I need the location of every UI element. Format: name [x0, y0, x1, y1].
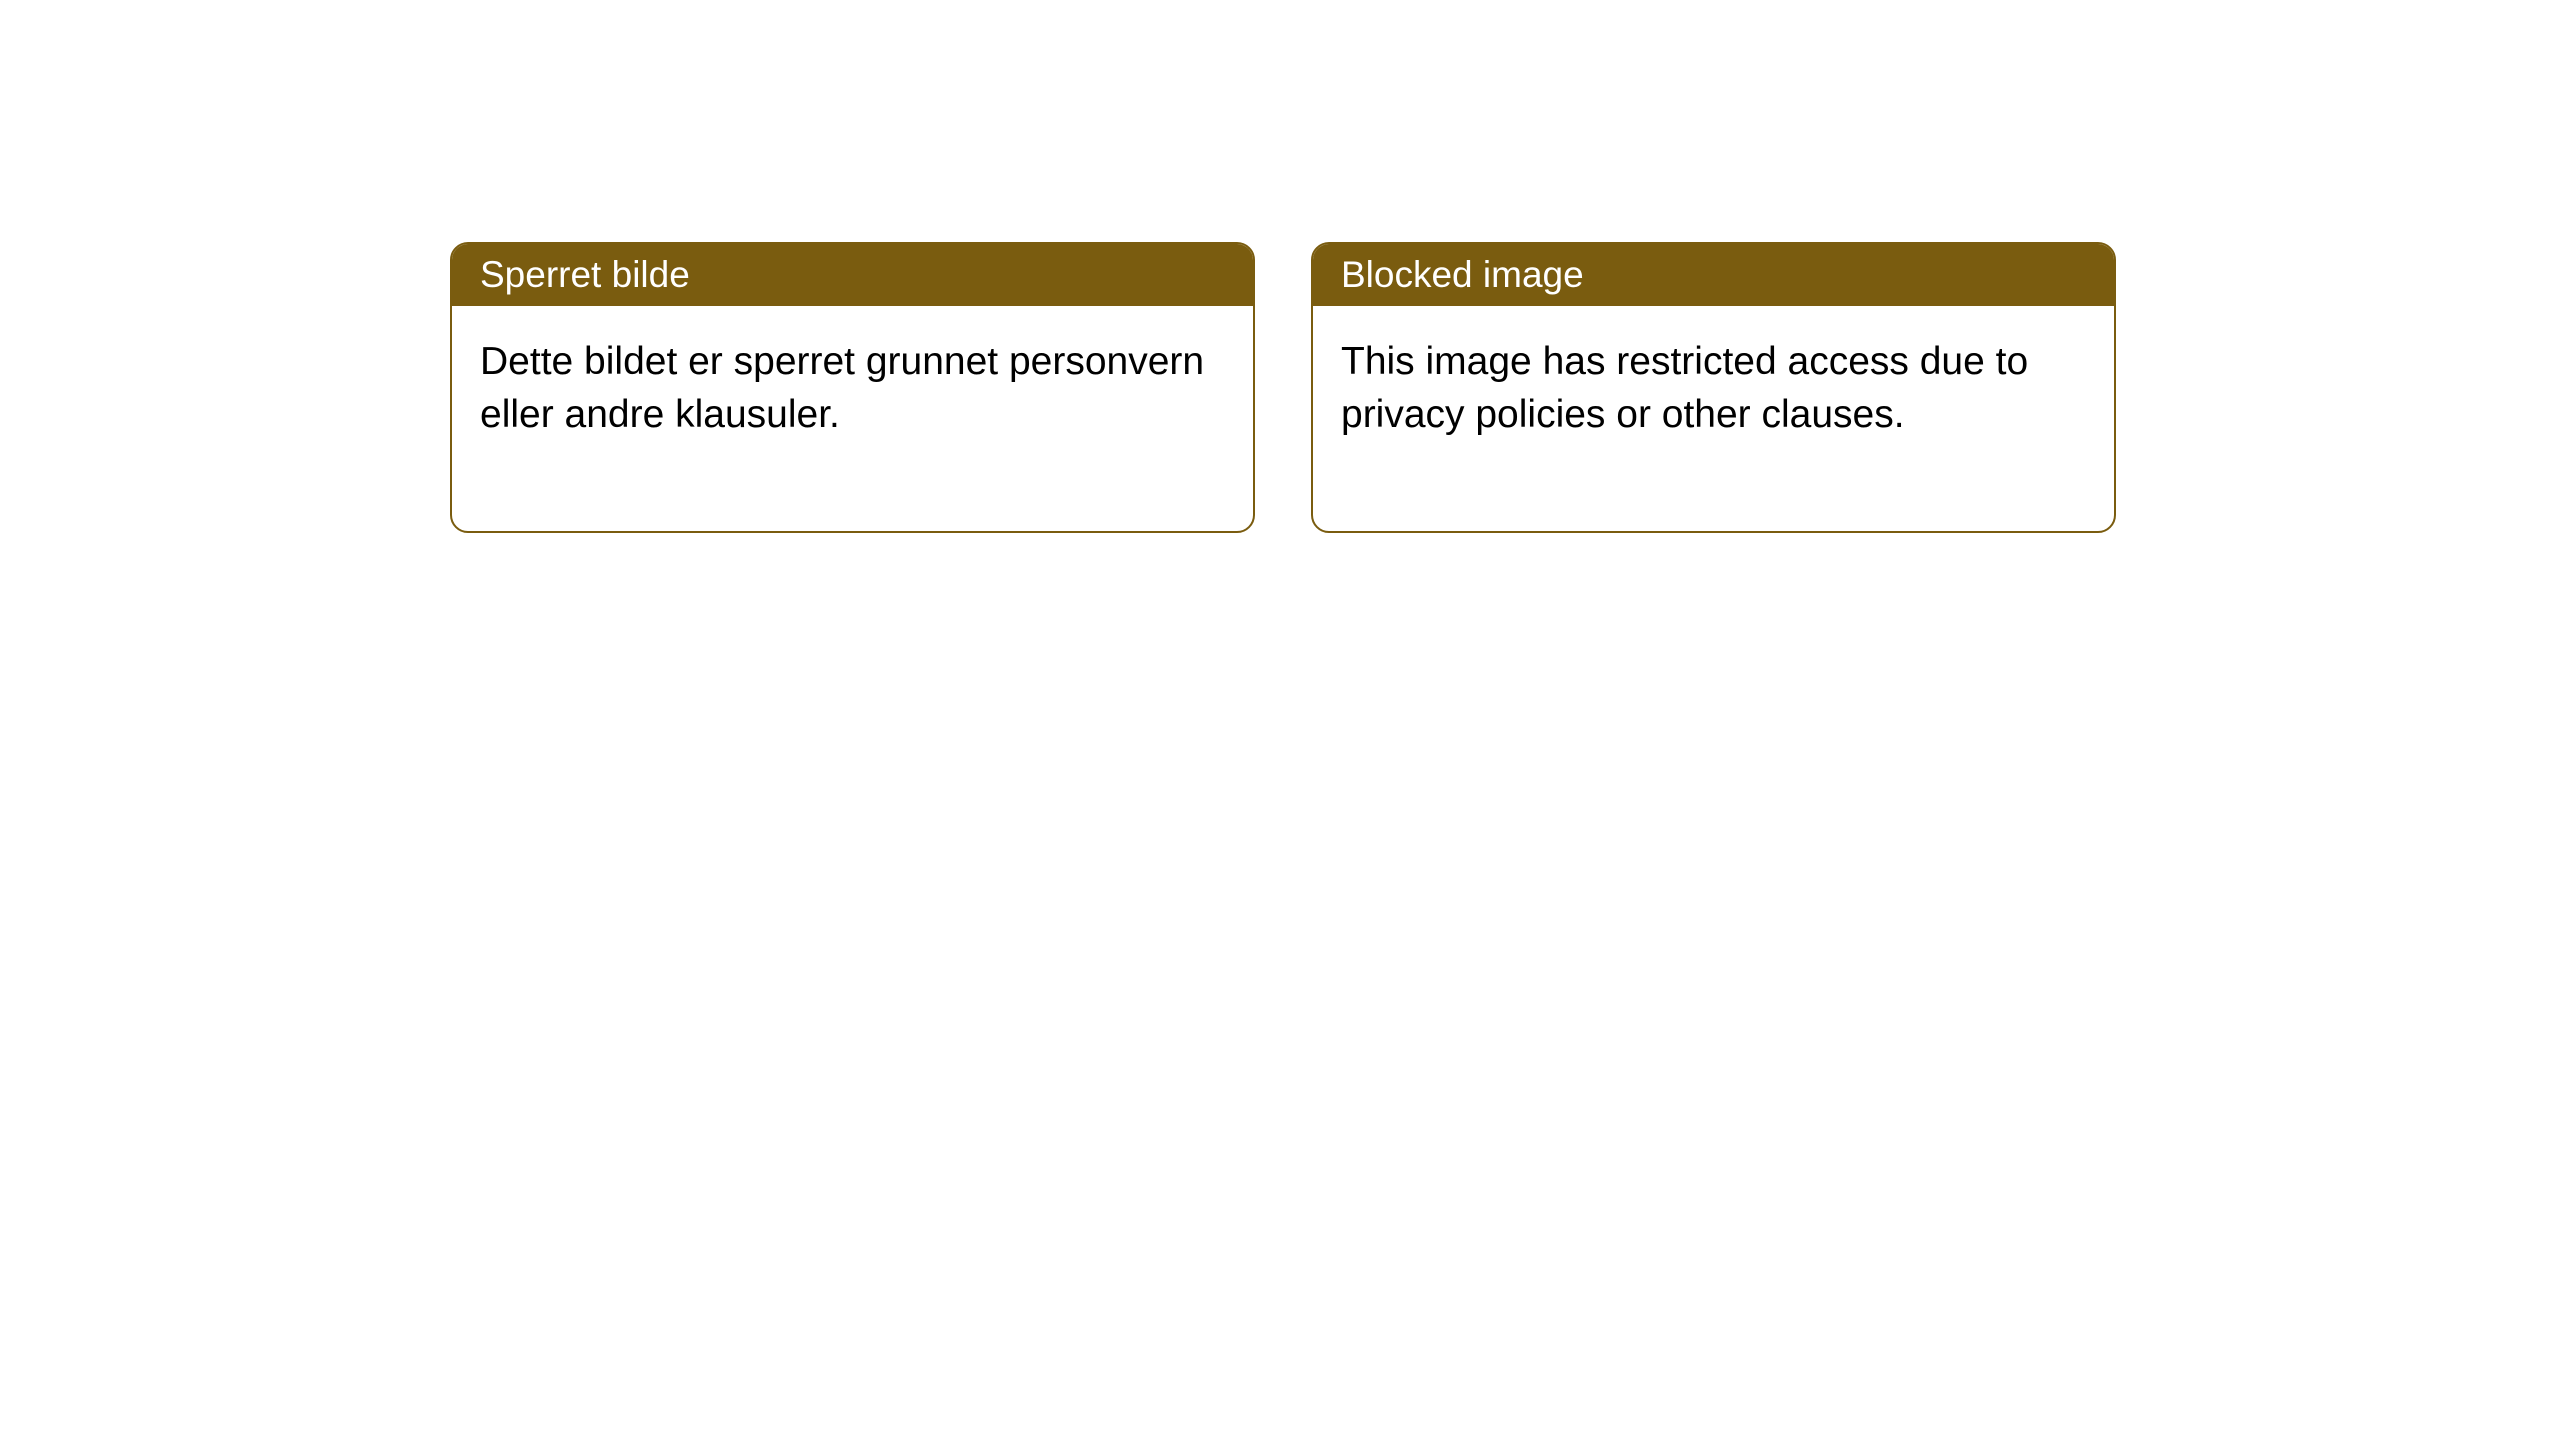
info-box-norwegian: Sperret bilde Dette bildet er sperret gr… — [450, 242, 1255, 533]
info-box-body: This image has restricted access due to … — [1313, 306, 2114, 531]
info-boxes-container: Sperret bilde Dette bildet er sperret gr… — [0, 0, 2560, 533]
info-box-english: Blocked image This image has restricted … — [1311, 242, 2116, 533]
info-box-header: Blocked image — [1313, 244, 2114, 306]
info-box-header: Sperret bilde — [452, 244, 1253, 306]
info-box-body: Dette bildet er sperret grunnet personve… — [452, 306, 1253, 531]
